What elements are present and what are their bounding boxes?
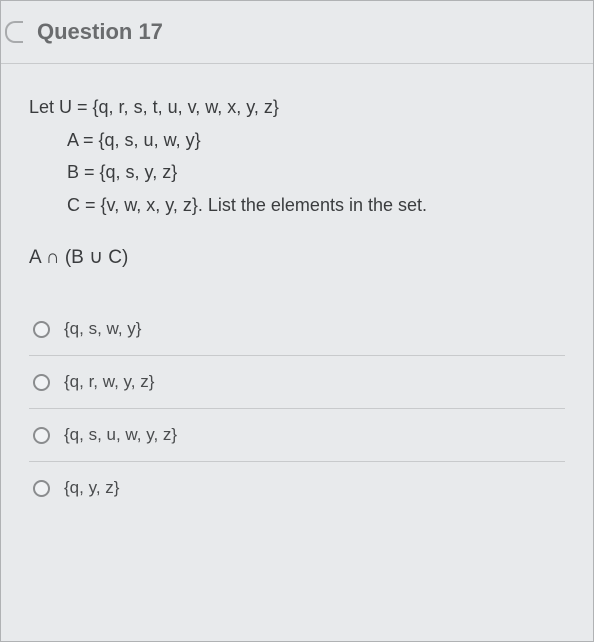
- set-definition-c: C = {v, w, x, y, z}. List the elements i…: [29, 190, 565, 221]
- tab-icon: [5, 21, 23, 43]
- question-title: Question 17: [37, 19, 163, 45]
- radio-icon[interactable]: [33, 480, 50, 497]
- set-definition-a: A = {q, s, u, w, y}: [29, 125, 565, 156]
- set-definition-b: B = {q, s, y, z}: [29, 157, 565, 188]
- option-row[interactable]: {q, r, w, y, z}: [29, 356, 565, 409]
- set-expression: A ∩ (B ∪ C): [29, 246, 565, 269]
- option-label: {q, r, w, y, z}: [64, 372, 154, 392]
- question-header: Question 17: [1, 1, 593, 64]
- options-list: {q, s, w, y} {q, r, w, y, z} {q, s, u, w…: [1, 303, 593, 514]
- option-row[interactable]: {q, s, w, y}: [29, 303, 565, 356]
- set-definition-u: Let U = {q, r, s, t, u, v, w, x, y, z}: [29, 92, 565, 123]
- radio-icon[interactable]: [33, 427, 50, 444]
- option-label: {q, s, u, w, y, z}: [64, 425, 177, 445]
- radio-icon[interactable]: [33, 374, 50, 391]
- option-label: {q, s, w, y}: [64, 319, 142, 339]
- option-row[interactable]: {q, s, u, w, y, z}: [29, 409, 565, 462]
- question-body: Let U = {q, r, s, t, u, v, w, x, y, z} A…: [1, 64, 593, 303]
- question-card: Question 17 Let U = {q, r, s, t, u, v, w…: [0, 0, 594, 642]
- radio-icon[interactable]: [33, 321, 50, 338]
- option-label: {q, y, z}: [64, 478, 119, 498]
- option-row[interactable]: {q, y, z}: [29, 462, 565, 514]
